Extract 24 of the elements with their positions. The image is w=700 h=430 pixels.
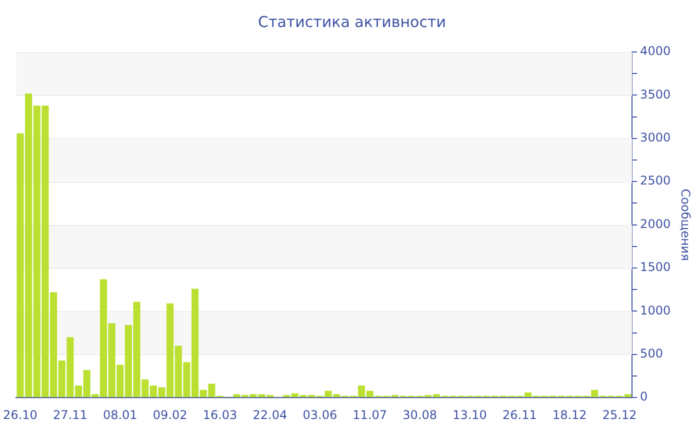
x-tick-label: 18.12 [552, 408, 587, 422]
x-tick-label: 03.06 [302, 408, 338, 422]
x-tick-label: 22.04 [252, 408, 288, 422]
x-tick-label: 26.10 [3, 408, 38, 422]
y-tick-label: 1500 [640, 260, 671, 274]
y-tick-label: 1000 [640, 303, 671, 318]
x-tick-label: 25.12 [602, 408, 637, 422]
y-tick-label: 2000 [640, 216, 671, 231]
y-tick-label: 500 [640, 346, 663, 361]
x-tick-label: 08.01 [102, 408, 138, 422]
x-tick-label: 09.02 [152, 408, 188, 422]
y-tick-label: 4000 [640, 44, 671, 58]
x-tick-label: 26.11 [502, 408, 537, 422]
x-tick-label: 13.10 [452, 408, 487, 422]
chart-title: Статистика активности [258, 12, 446, 31]
x-tick-label: 27.11 [52, 408, 88, 422]
x-tick-label: 16.03 [202, 408, 238, 422]
x-tick-label: 11.07 [352, 408, 388, 422]
x-tick-label: 30.08 [402, 408, 437, 422]
y-tick-label: 2500 [640, 174, 671, 188]
y-tick-label: 0 [640, 390, 648, 404]
y-axis-title: Сообщения [678, 188, 693, 261]
y-tick-label: 3000 [640, 130, 671, 145]
y-tick-label: 3500 [640, 87, 671, 102]
